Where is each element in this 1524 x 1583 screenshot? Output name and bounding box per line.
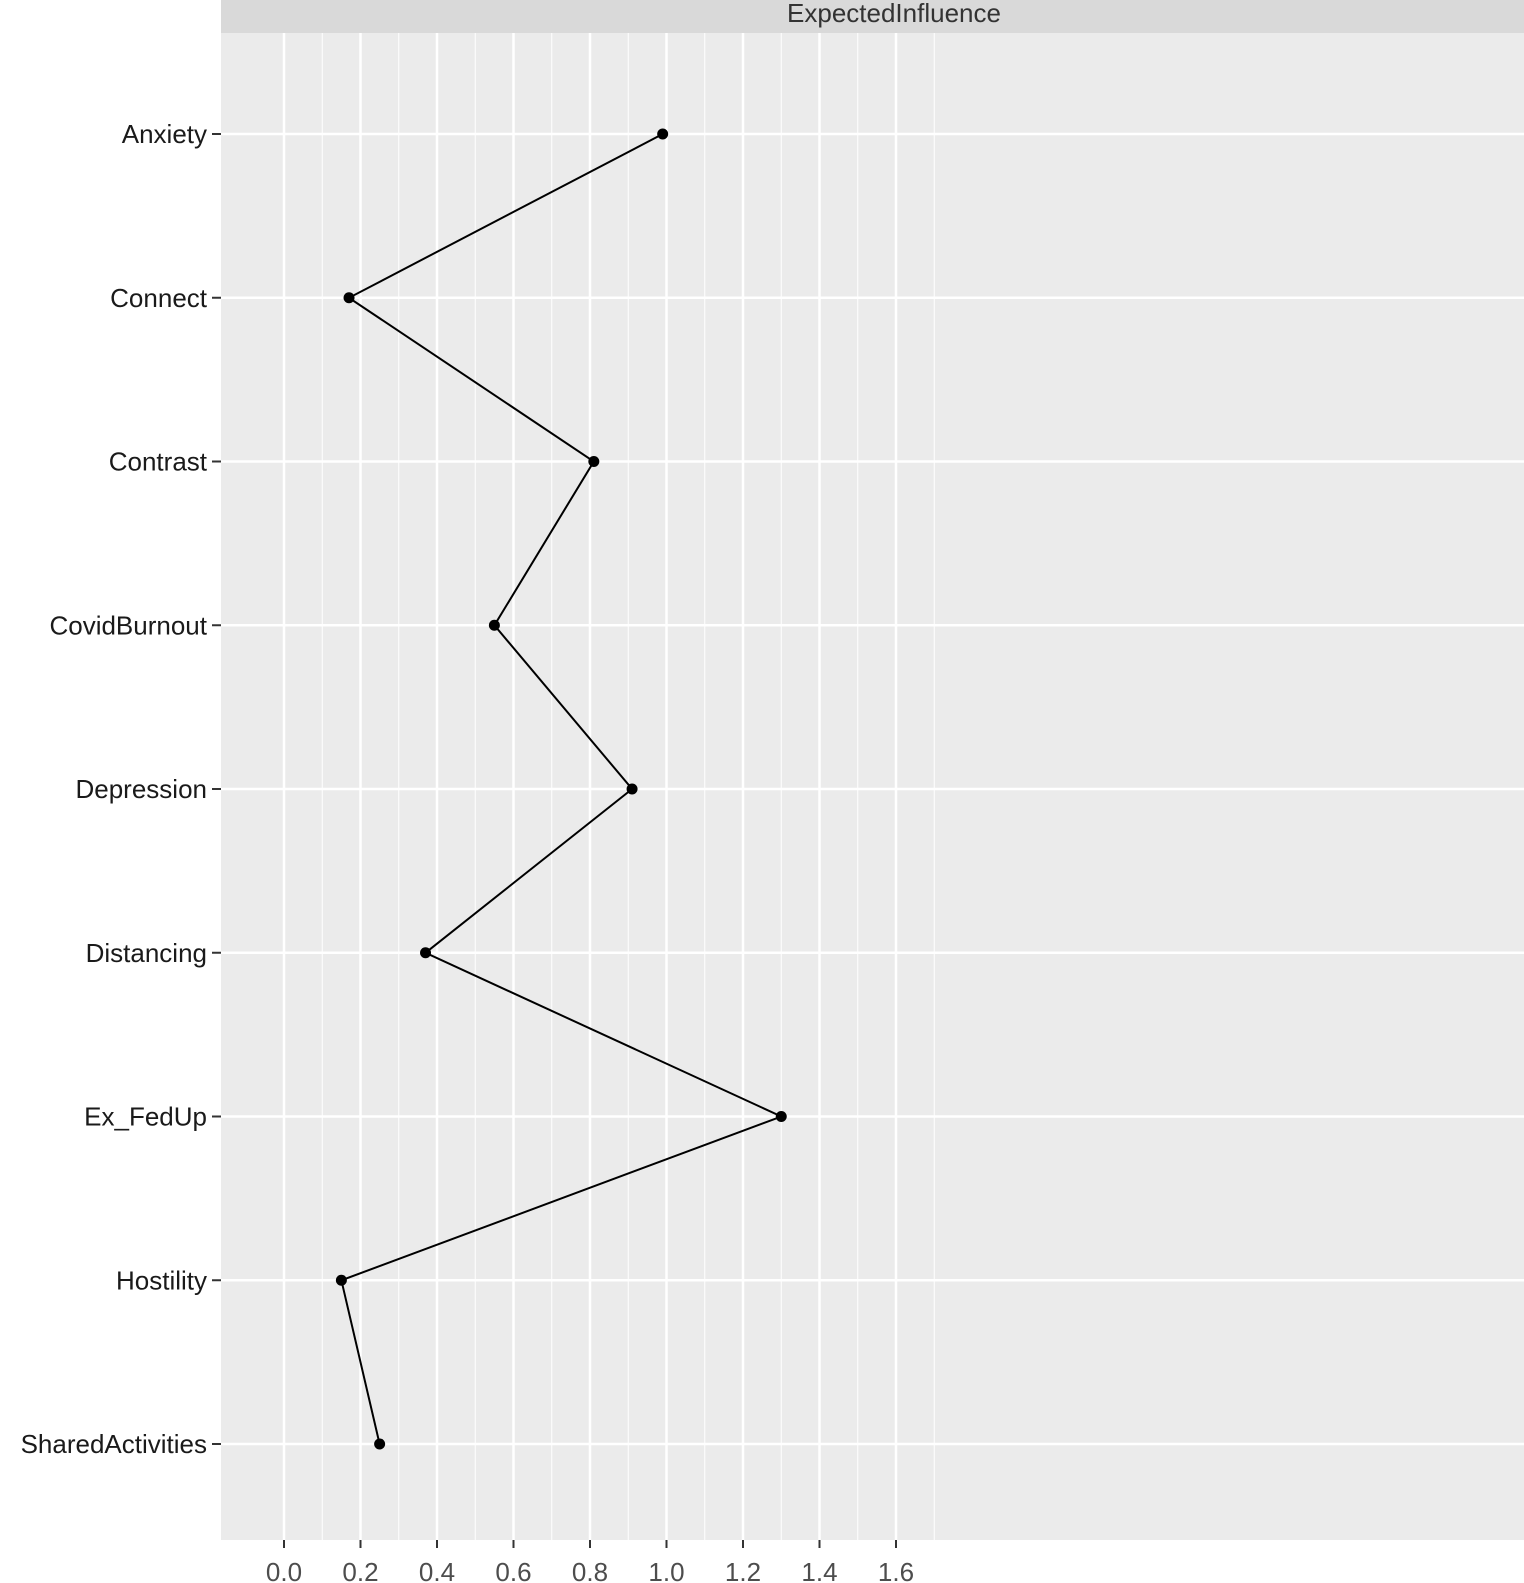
panel-background — [221, 33, 1524, 1540]
x-tick-label: 1.6 — [878, 1557, 914, 1583]
x-tick-label: 1.4 — [801, 1557, 837, 1583]
strip-background — [221, 0, 1524, 33]
facet-strip-title: ExpectedInfluence — [787, 0, 1001, 28]
x-tick-label: 0.0 — [266, 1557, 302, 1583]
x-tick-label: 0.8 — [572, 1557, 608, 1583]
y-tick-label: Hostility — [116, 1265, 207, 1295]
y-tick-label: CovidBurnout — [49, 610, 207, 640]
data-point — [374, 1438, 386, 1450]
major-gridlines — [221, 33, 1524, 1540]
data-point — [588, 456, 600, 467]
data-point — [420, 947, 432, 959]
x-tick-label: 0.6 — [495, 1557, 531, 1583]
y-tick-label: Depression — [75, 774, 207, 804]
minor-gridlines — [321, 33, 935, 1540]
y-tick-label: Contrast — [109, 447, 208, 477]
series-expected-influence — [335, 128, 787, 1450]
data-point — [657, 128, 669, 140]
x-tick-label: 0.2 — [342, 1557, 378, 1583]
y-axis: Anxiety Connect Contrast CovidBurnout Depres… — [21, 119, 221, 1459]
y-tick-label: Anxiety — [122, 119, 207, 149]
data-point — [335, 1274, 347, 1286]
x-axis: 0.0 0.2 0.4 0.6 0.8 1.0 1.2 1.4 1.6 — [266, 1540, 914, 1583]
x-tick-label: 1.2 — [725, 1557, 761, 1583]
y-tick-label: SharedActivities — [21, 1429, 207, 1459]
data-point — [488, 619, 500, 631]
y-tick-label: Distancing — [86, 938, 207, 968]
y-tick-label: Ex_FedUp — [84, 1102, 207, 1132]
x-tick-label: 1.0 — [648, 1557, 684, 1583]
data-point — [626, 783, 638, 795]
data-point — [343, 292, 355, 304]
x-tick-label: 0.4 — [419, 1557, 455, 1583]
data-point — [775, 1111, 787, 1122]
y-tick-label: Connect — [110, 283, 208, 313]
